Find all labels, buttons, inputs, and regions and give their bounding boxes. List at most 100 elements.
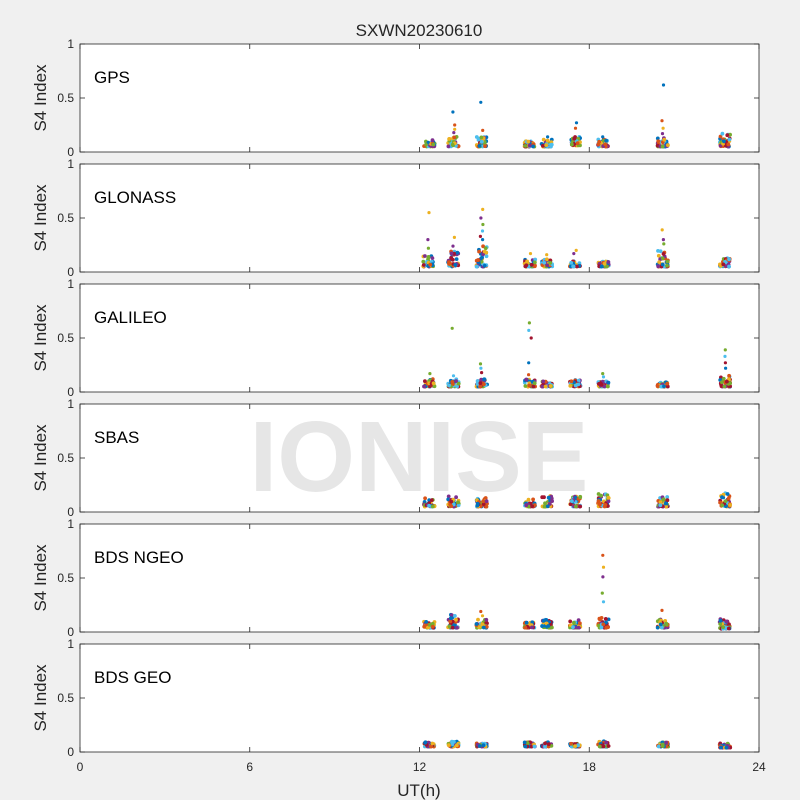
data-point xyxy=(543,384,548,389)
panel-gps: 0 0.5 1 S4 Index GPS xyxy=(31,37,760,159)
data-point xyxy=(656,744,661,749)
data-point xyxy=(575,141,580,146)
x-tick-label: 12 xyxy=(413,760,427,774)
data-point xyxy=(541,379,546,384)
data-point xyxy=(718,500,722,505)
data-point xyxy=(447,137,451,141)
data-point xyxy=(530,620,535,625)
constellation-label: GALILEO xyxy=(94,308,167,327)
data-point xyxy=(454,617,458,622)
data-point xyxy=(543,501,547,506)
data-point xyxy=(481,128,485,132)
data-point xyxy=(452,740,456,744)
data-point xyxy=(446,494,451,499)
data-point xyxy=(526,497,531,502)
data-point xyxy=(600,591,604,595)
data-point xyxy=(475,379,480,383)
data-point xyxy=(544,618,549,622)
data-point xyxy=(482,377,487,382)
data-point xyxy=(574,504,578,509)
data-point xyxy=(540,384,545,389)
panel-galileo: 0 0.5 1 S4 Index GALILEO xyxy=(31,277,760,399)
data-point xyxy=(476,617,480,622)
data-point xyxy=(476,258,480,262)
data-point xyxy=(454,743,459,748)
watermark: IONISE xyxy=(250,401,589,513)
data-point xyxy=(722,139,726,144)
data-point xyxy=(601,135,605,139)
data-point xyxy=(576,618,581,623)
data-point xyxy=(483,144,487,149)
data-point xyxy=(718,262,722,267)
data-point xyxy=(656,264,661,269)
data-point xyxy=(727,373,731,378)
data-point xyxy=(430,741,435,746)
data-point xyxy=(452,131,456,135)
x-tick-label: 6 xyxy=(246,760,253,774)
data-point xyxy=(720,495,724,500)
data-point xyxy=(599,493,603,498)
data-point xyxy=(424,620,429,624)
data-point xyxy=(604,138,609,143)
data-point xyxy=(453,127,457,131)
data-point xyxy=(601,744,606,749)
data-point xyxy=(427,498,432,502)
y-axis-label: S4 Index xyxy=(31,304,50,372)
data-point xyxy=(527,361,531,365)
data-point xyxy=(655,625,660,630)
data-point xyxy=(423,254,427,258)
data-point xyxy=(456,503,461,508)
data-point xyxy=(426,246,430,250)
data-point xyxy=(725,133,730,138)
y-tick-label: 0.5 xyxy=(57,451,74,465)
x-axis-label: UT(h) xyxy=(397,781,440,800)
data-point xyxy=(430,256,435,260)
data-point xyxy=(423,379,427,383)
y-tick-label: 0 xyxy=(67,385,74,399)
data-point xyxy=(603,503,608,507)
data-point xyxy=(447,260,451,264)
data-point xyxy=(478,384,482,389)
data-point xyxy=(571,625,575,629)
data-point xyxy=(478,381,483,386)
data-point xyxy=(578,504,583,509)
data-point xyxy=(542,260,547,265)
data-point xyxy=(452,135,457,140)
data-point xyxy=(484,504,489,509)
data-point xyxy=(421,263,426,267)
data-point xyxy=(599,625,604,630)
data-point xyxy=(549,496,554,501)
data-point xyxy=(476,138,481,142)
data-point xyxy=(453,123,457,127)
data-point xyxy=(450,380,455,384)
data-point xyxy=(428,372,432,376)
data-point xyxy=(430,138,435,143)
data-point xyxy=(426,255,431,259)
panel-sbas: 0 0.5 1 S4 Index SBAS xyxy=(31,397,760,519)
data-point xyxy=(530,625,534,630)
data-point xyxy=(479,100,483,104)
data-point xyxy=(660,744,665,748)
y-tick-label: 1 xyxy=(67,517,74,531)
data-point xyxy=(522,740,527,745)
data-point xyxy=(478,362,483,366)
data-point xyxy=(728,132,732,137)
data-point xyxy=(573,744,578,748)
y-tick-label: 0 xyxy=(67,265,74,279)
data-point xyxy=(603,617,608,621)
data-point xyxy=(527,328,531,332)
data-point xyxy=(453,263,458,267)
y-axis-label: S4 Index xyxy=(31,544,50,612)
data-point xyxy=(655,384,660,389)
data-point xyxy=(456,500,460,505)
data-point xyxy=(541,143,545,148)
data-point xyxy=(720,131,725,136)
data-point xyxy=(450,326,454,330)
data-point xyxy=(451,244,455,248)
data-point xyxy=(723,499,728,503)
plot-area xyxy=(80,644,759,752)
data-point xyxy=(529,336,533,340)
data-point xyxy=(481,625,486,630)
x-tick-label: 18 xyxy=(583,760,597,774)
